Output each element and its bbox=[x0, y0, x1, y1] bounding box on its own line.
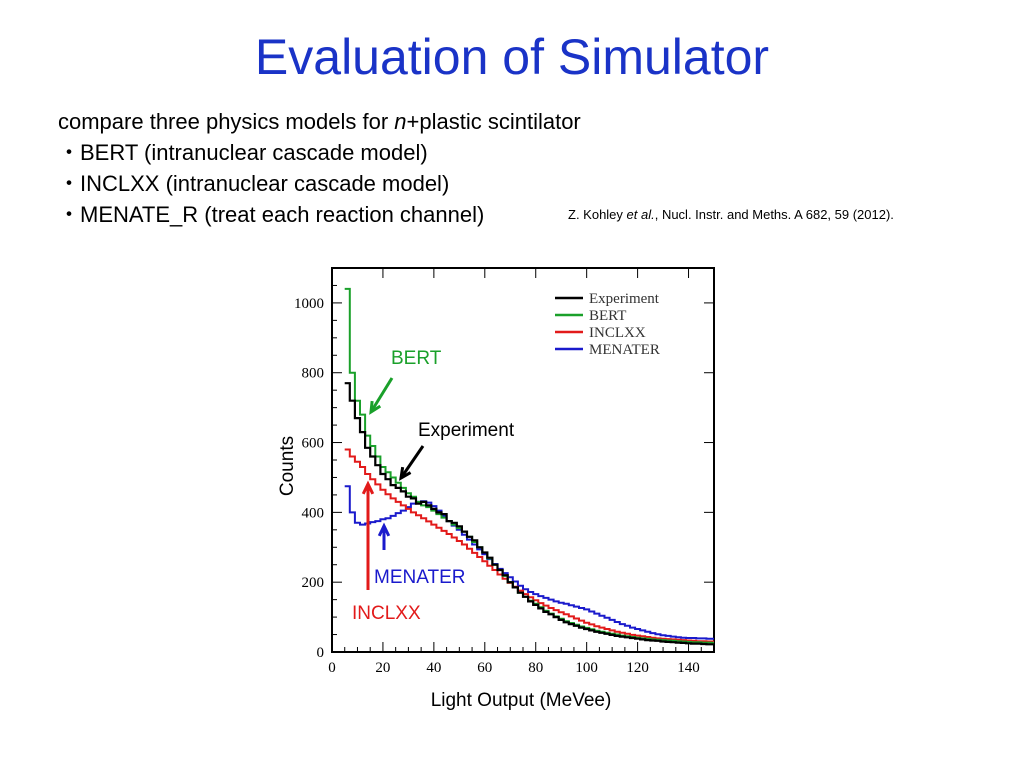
legend-label-bert: BERT bbox=[589, 308, 626, 324]
reference-prefix: Z. Kohley bbox=[568, 207, 627, 222]
y-tick-label: 400 bbox=[302, 505, 325, 521]
y-tick-label: 200 bbox=[302, 575, 325, 591]
bullet-inclxx: ・INCLXX (intranuclear cascade model) bbox=[58, 171, 450, 196]
intro-italic: n bbox=[394, 109, 407, 134]
x-tick-label: 20 bbox=[375, 660, 390, 676]
x-tick-label: 100 bbox=[575, 660, 598, 676]
arrow-bert-head bbox=[369, 400, 382, 415]
intro-prefix: compare three physics models for bbox=[58, 109, 395, 134]
y-axis-label: Counts bbox=[277, 435, 299, 497]
arrow-bert bbox=[369, 377, 394, 413]
x-tick-label: 120 bbox=[626, 660, 649, 676]
x-tick-label: 80 bbox=[528, 660, 543, 676]
annotation-menater: MENATER bbox=[374, 567, 466, 588]
x-axis-label: Light Output (MeVee) bbox=[430, 690, 612, 711]
annotation-experiment: Experiment bbox=[418, 420, 515, 441]
arrow-menater-head bbox=[377, 522, 391, 537]
arrow-experiment bbox=[399, 445, 425, 479]
arrow-experiment-head bbox=[399, 466, 412, 481]
y-tick-label: 600 bbox=[302, 436, 325, 452]
y-tick-label: 0 bbox=[317, 645, 325, 661]
reference-italic: et al. bbox=[626, 207, 655, 222]
intro-line: compare three physics models for n+plast… bbox=[58, 106, 581, 137]
legend-label-experiment: Experiment bbox=[589, 291, 660, 307]
annotation-inclxx: INCLXX bbox=[352, 603, 421, 624]
reference-suffix: , Nucl. Instr. and Meths. A 682, 59 (201… bbox=[654, 207, 894, 222]
y-tick-label: 1000 bbox=[294, 296, 324, 312]
x-tick-label: 40 bbox=[426, 660, 441, 676]
x-tick-label: 60 bbox=[477, 660, 492, 676]
x-tick-label: 140 bbox=[677, 660, 700, 676]
bullet-menate: ・MENATE_R (treat each reaction channel) bbox=[58, 202, 485, 227]
slide-bullets: compare three physics models for n+plast… bbox=[58, 106, 581, 230]
bullet-bert: ・BERT (intranuclear cascade model) bbox=[58, 140, 428, 165]
slide-title: Evaluation of Simulator bbox=[254, 29, 770, 85]
reference-citation: Z. Kohley et al., Nucl. Instr. and Meths… bbox=[568, 207, 894, 222]
series-experiment bbox=[344, 382, 714, 646]
series-inclxx bbox=[344, 448, 714, 643]
annotation-bert: BERT bbox=[391, 348, 442, 369]
arrow-inclxx-head bbox=[361, 480, 375, 495]
x-tick-label: 0 bbox=[328, 660, 336, 676]
intro-suffix: +plastic scintilator bbox=[406, 109, 581, 134]
legend-label-menater: MENATER bbox=[589, 342, 660, 358]
legend-label-inclxx: INCLXX bbox=[589, 325, 646, 341]
y-tick-label: 800 bbox=[302, 366, 325, 382]
